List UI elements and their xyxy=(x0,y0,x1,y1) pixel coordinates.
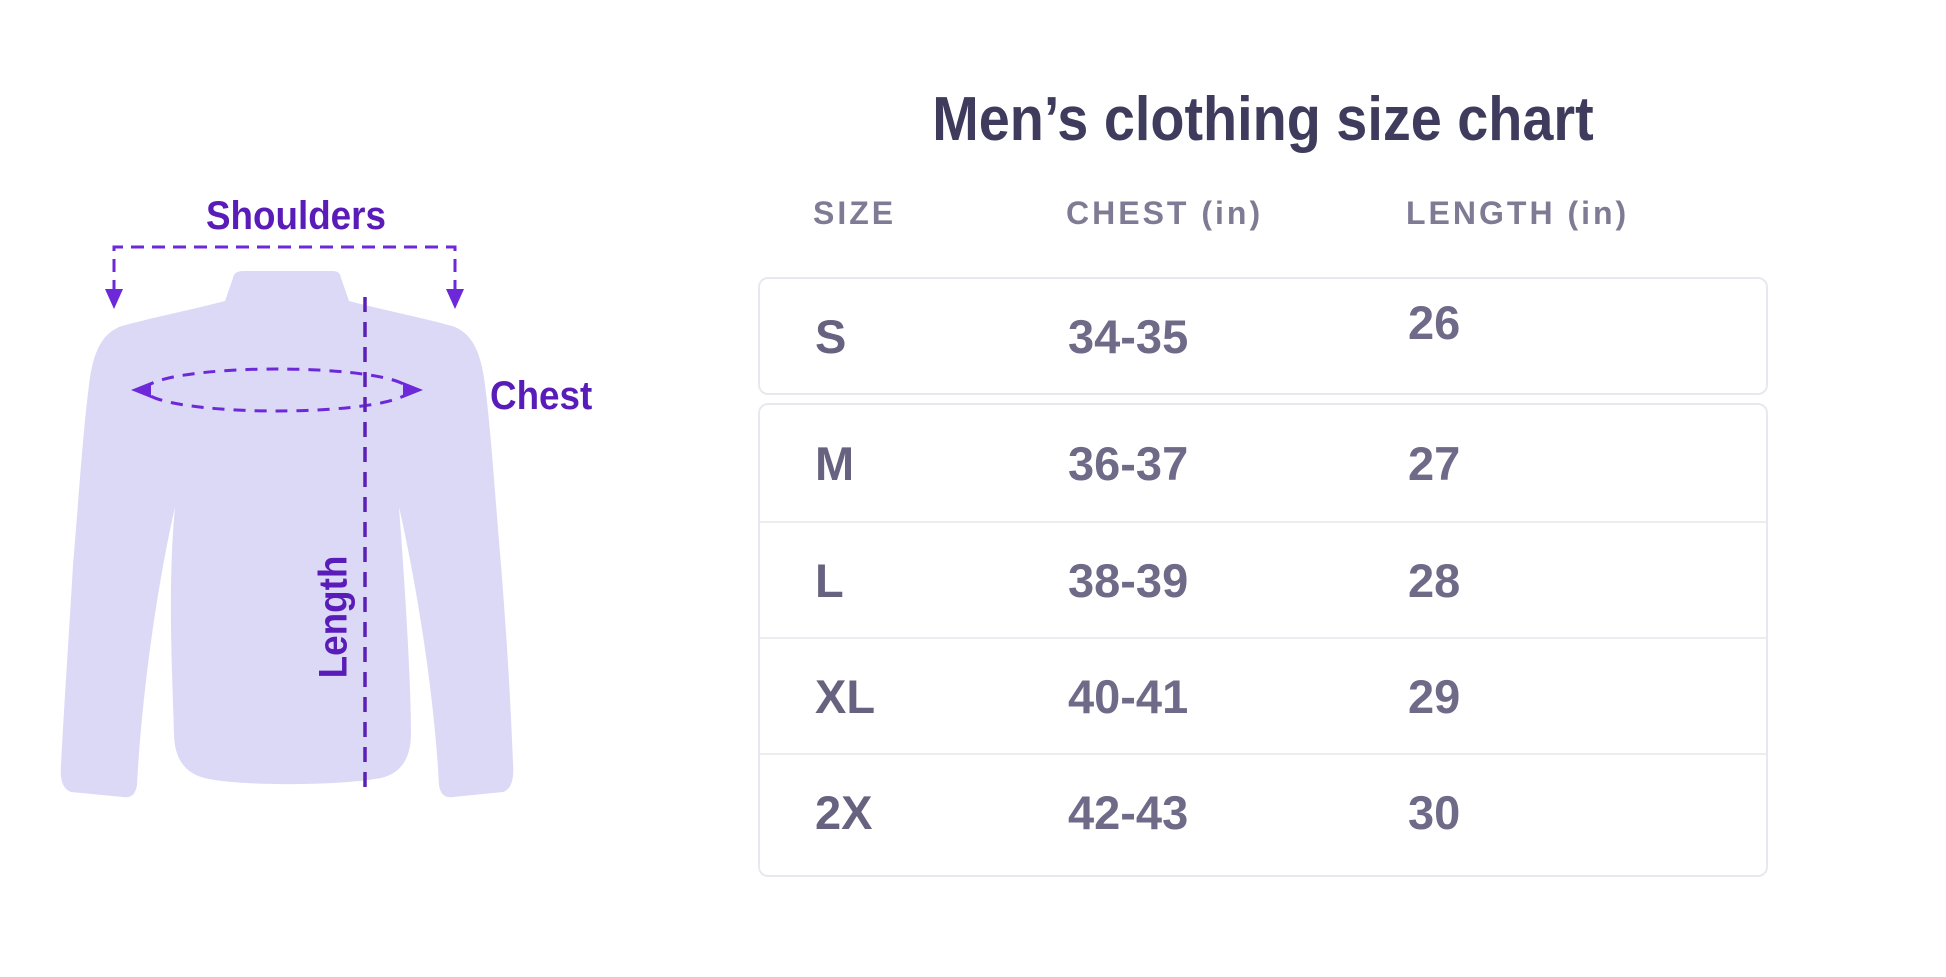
chest-label: Chest xyxy=(490,374,593,418)
length-cell: 28 xyxy=(1408,553,1461,607)
column-header-size: SIZE xyxy=(813,194,897,231)
shoulders-label: Shoulders xyxy=(206,194,386,238)
chest-cell: 34-35 xyxy=(1068,309,1189,363)
length-cell: 27 xyxy=(1408,436,1461,490)
size-cell: M xyxy=(815,436,855,490)
table-row: 2X 42-43 30 xyxy=(760,753,1766,869)
chest-measure-ellipse-icon xyxy=(131,367,423,413)
shirt-measurement-diagram xyxy=(60,245,514,798)
table-row: S 34-35 26 xyxy=(760,279,1766,393)
column-header-length: LENGTH (in) xyxy=(1406,194,1630,231)
table-header-row: SIZE CHEST (in) LENGTH (in) xyxy=(758,193,1768,233)
size-row-card-s: S 34-35 26 xyxy=(758,277,1768,395)
table-row: M 36-37 27 xyxy=(760,405,1766,521)
table-row: XL 40-41 29 xyxy=(760,637,1766,753)
size-cell: XL xyxy=(815,669,876,723)
column-header-chest: CHEST (in) xyxy=(1066,194,1264,231)
chest-cell: 42-43 xyxy=(1068,785,1189,839)
chest-cell: 40-41 xyxy=(1068,669,1189,723)
size-cell: L xyxy=(815,553,844,607)
size-rows-card: M 36-37 27 L 38-39 28 XL 40-41 29 2X 42-… xyxy=(758,403,1768,877)
table-row: L 38-39 28 xyxy=(760,521,1766,637)
length-cell: 30 xyxy=(1408,785,1461,839)
length-cell: 26 xyxy=(1408,295,1461,349)
size-cell: S xyxy=(815,309,847,363)
shoulders-measure-arrow-icon xyxy=(105,245,464,309)
chest-cell: 36-37 xyxy=(1068,436,1189,490)
chest-cell: 38-39 xyxy=(1068,553,1189,607)
length-cell: 29 xyxy=(1408,669,1461,723)
length-label: Length xyxy=(311,555,356,679)
shirt-silhouette-icon xyxy=(60,271,514,798)
page-title: Men’s clothing size chart xyxy=(932,85,1594,154)
size-cell: 2X xyxy=(815,785,873,839)
